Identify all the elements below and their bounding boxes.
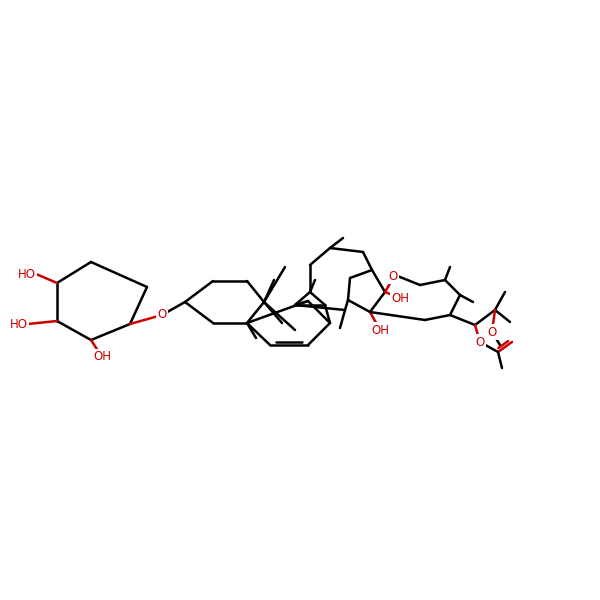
Text: O: O <box>388 269 398 283</box>
Text: OH: OH <box>371 323 389 337</box>
Text: O: O <box>487 325 497 338</box>
Text: HO: HO <box>10 317 28 331</box>
Text: HO: HO <box>18 268 36 280</box>
Text: OH: OH <box>391 292 409 304</box>
Text: OH: OH <box>93 350 111 364</box>
Text: O: O <box>475 335 485 349</box>
Text: O: O <box>157 308 167 322</box>
